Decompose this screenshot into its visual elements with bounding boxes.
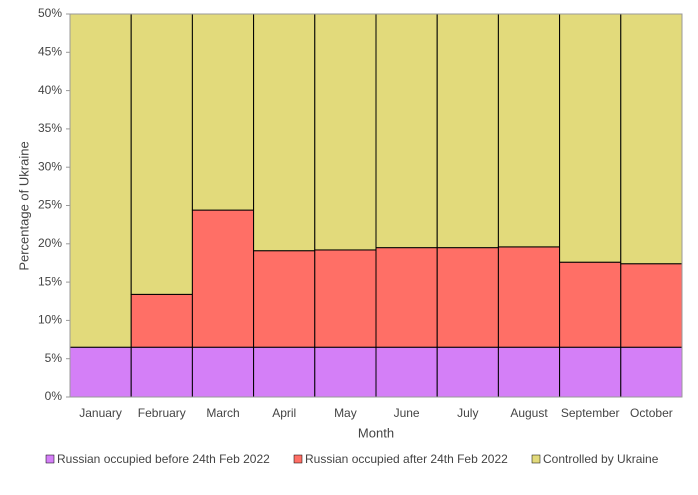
y-axis-title: Percentage of Ukraine — [16, 141, 31, 270]
bar-segment — [70, 14, 132, 348]
bar-segment — [436, 14, 499, 249]
bar-segment — [559, 346, 622, 397]
bar-segment — [620, 346, 682, 397]
y-tick-label: 45% — [38, 44, 62, 58]
y-tick-label: 5% — [45, 351, 63, 365]
legend-swatch — [45, 454, 55, 464]
bar-segment — [314, 14, 377, 251]
bar-segment — [130, 293, 193, 348]
y-tick-label: 15% — [38, 274, 62, 288]
y-tick-label: 35% — [38, 121, 62, 135]
bar-segment — [375, 247, 438, 348]
x-tick-label: July — [457, 406, 478, 420]
bar-segment — [620, 263, 682, 348]
bar-segment — [559, 261, 622, 348]
y-tick-label: 40% — [38, 83, 62, 97]
bar-segment — [497, 14, 561, 248]
bar-segment — [559, 14, 622, 263]
bar-segment — [130, 346, 193, 397]
bar-segment — [253, 346, 316, 397]
bar-segment — [314, 249, 377, 348]
bar-segment — [70, 346, 132, 397]
y-tick-label: 20% — [38, 236, 62, 250]
y-tick-label: 30% — [38, 159, 62, 173]
plot-border — [69, 13, 683, 398]
bar-segment — [497, 346, 561, 397]
x-tick-label: February — [138, 406, 186, 420]
bar-segment — [191, 209, 255, 348]
bar-segment — [497, 246, 561, 348]
bar-segment — [130, 14, 193, 295]
bar-segment — [620, 14, 682, 265]
x-tick-label: October — [630, 406, 673, 420]
legend-swatch — [531, 454, 541, 464]
bar-segment — [253, 14, 316, 252]
x-tick-label: May — [334, 406, 357, 420]
x-tick-label: June — [394, 406, 420, 420]
x-tick-label: August — [510, 406, 548, 420]
bar-segment — [436, 346, 499, 397]
y-tick-label: 25% — [38, 198, 62, 212]
bar-segment — [191, 346, 255, 397]
y-tick-label: 0% — [45, 389, 63, 403]
bar-segment — [375, 14, 438, 249]
x-axis-title: Month — [358, 425, 394, 440]
bar-segment — [375, 346, 438, 397]
legend-swatch — [293, 454, 303, 464]
legend-label: Controlled by Ukraine — [543, 452, 659, 466]
bar-segment — [191, 14, 255, 211]
y-tick-label: 10% — [38, 313, 62, 327]
legend-label: Russian occupied before 24th Feb 2022 — [57, 452, 270, 466]
x-tick-label: March — [206, 406, 239, 420]
bar-segment — [253, 250, 316, 348]
bar-segment — [436, 247, 499, 348]
bar-segment — [314, 346, 377, 397]
x-tick-label: January — [79, 406, 122, 420]
x-tick-label: September — [561, 406, 620, 420]
x-tick-label: April — [272, 406, 296, 420]
legend-label: Russian occupied after 24th Feb 2022 — [305, 452, 508, 466]
y-tick-label: 50% — [38, 6, 62, 20]
